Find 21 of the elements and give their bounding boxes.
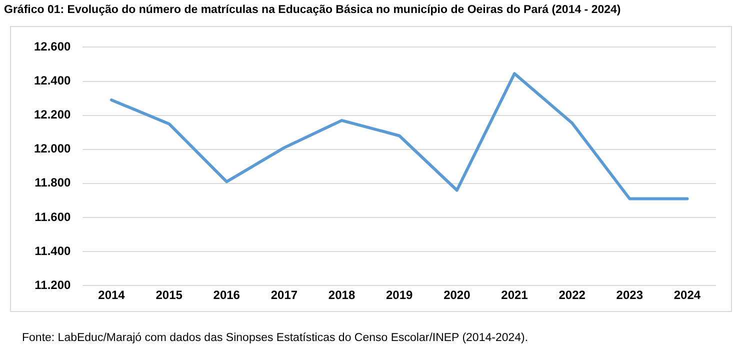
y-tick-label: 12.600 [34, 40, 72, 54]
y-tick-label: 12.200 [34, 108, 72, 122]
x-tick-label: 2019 [386, 288, 414, 302]
x-tick-label: 2024 [674, 288, 701, 302]
y-tick-label: 11.200 [34, 278, 72, 292]
x-tick-label: 2014 [98, 288, 126, 302]
source-note: Fonte: LabEduc/Marajó com dados das Sinopses Estatísticas do Censo Escolar/INEP (2014-2024). [22, 332, 528, 344]
y-tick-label: 11.400 [34, 244, 72, 258]
y-tick-label: 12.400 [34, 74, 72, 88]
y-tick-label: 11.800 [34, 176, 72, 190]
x-tick-label: 2016 [213, 288, 240, 302]
chart-title: Gráfico 01: Evolução do número de matrículas na Educação Básica no município de Oeiras do Pará (2014 - 2024) [4, 4, 621, 16]
x-tick-label: 2021 [501, 288, 528, 302]
x-tick-label: 2015 [156, 288, 183, 302]
x-tick-label: 2018 [328, 288, 356, 302]
x-tick-label: 2020 [444, 288, 471, 302]
y-tick-label: 11.600 [34, 210, 72, 224]
x-tick-label: 2022 [558, 288, 586, 302]
y-tick-label: 12.000 [34, 142, 72, 156]
x-tick-label: 2023 [616, 288, 644, 302]
x-tick-label: 2017 [270, 288, 298, 302]
